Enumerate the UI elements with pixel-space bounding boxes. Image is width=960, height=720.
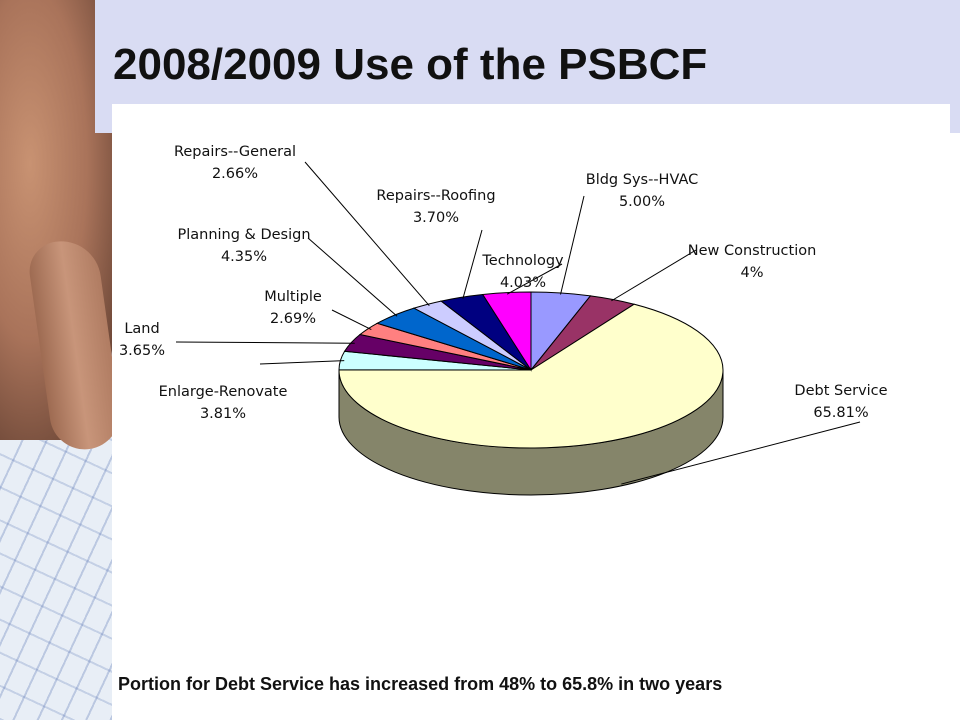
slice-value-label: 4.03% <box>500 275 546 291</box>
slice-value-label: 4% <box>740 265 763 281</box>
background-photo <box>0 0 112 720</box>
leader-line <box>621 421 861 485</box>
slice-value-label: 3.81% <box>200 406 246 422</box>
leader-line <box>331 309 372 331</box>
slice-label: Planning & Design <box>177 227 310 243</box>
leader-line <box>307 237 398 317</box>
leader-line <box>304 161 430 307</box>
leader-line <box>611 249 697 302</box>
chart-panel: Bldg Sys--HVAC 5.00% New Construction 4% Deb… <box>112 104 950 670</box>
leader-line <box>506 263 563 295</box>
slice-value-label: 3.70% <box>413 210 459 226</box>
slice-value-label: 3.65% <box>119 343 165 359</box>
slice-label: Repairs--General <box>174 144 296 160</box>
slice-label: Repairs--Roofing <box>376 188 495 204</box>
slice-label: Enlarge-Renovate <box>159 384 288 400</box>
slice-value-label: 2.69% <box>270 311 316 327</box>
slice-label: Multiple <box>264 289 322 305</box>
pie-slice-debt-service <box>338 303 724 449</box>
pie-chart: Bldg Sys--HVAC 5.00% New Construction 4% Deb… <box>119 144 888 496</box>
leader-line <box>560 195 585 295</box>
slice-label: New Construction <box>688 243 817 259</box>
slide-title: 2008/2009 Use of the PSBCF <box>113 40 708 89</box>
slide-caption: Portion for Debt Service has increased f… <box>118 674 723 694</box>
slice-label: Land <box>124 321 159 337</box>
pie-slice-technology <box>481 291 532 372</box>
slice-value-label: 5.00% <box>619 194 665 210</box>
leader-line <box>175 341 355 344</box>
slice-value-label: 2.66% <box>212 166 258 182</box>
leader-line <box>462 229 483 299</box>
slice-label: Debt Service <box>794 383 887 399</box>
slice-label: Bldg Sys--HVAC <box>586 172 698 188</box>
slice-value-label: 4.35% <box>221 249 267 265</box>
leader-line <box>259 360 345 365</box>
slice-value-label: 65.81% <box>813 405 868 421</box>
slice-label: Technology <box>481 253 564 269</box>
